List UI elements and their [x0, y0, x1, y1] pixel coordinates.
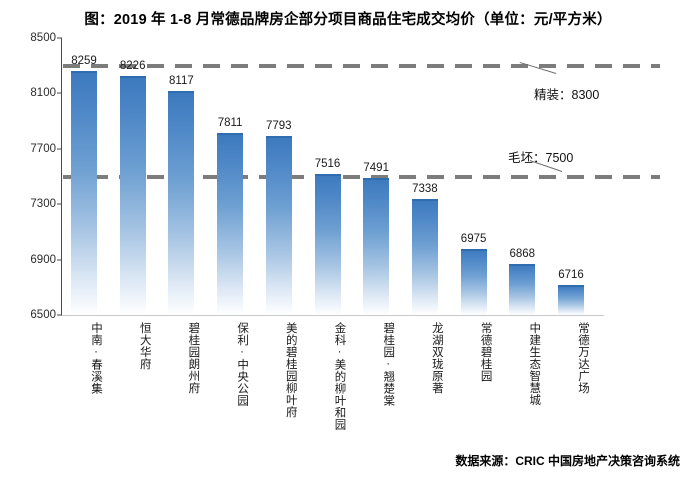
bar[interactable]: 7811: [217, 117, 244, 315]
bar-cap: [217, 133, 244, 136]
y-axis-tick-label: 8100: [30, 87, 56, 100]
bar-value-label: 8259: [71, 55, 97, 68]
bar-cap: [558, 285, 584, 288]
bar-value-label: 8226: [119, 59, 146, 72]
bar-cap: [71, 71, 97, 74]
bar-cap: [509, 264, 536, 267]
reference-line-毛坯: [63, 174, 660, 179]
y-axis-tick-mark: [57, 92, 62, 94]
bar-value-label: 7793: [266, 119, 292, 132]
bar-value-label: 7811: [217, 117, 243, 130]
x-axis-category-label: 恒大华府: [138, 322, 151, 370]
bar-value-label: 7338: [412, 182, 438, 195]
y-axis-line: [61, 38, 62, 316]
bar-cap: [411, 198, 438, 201]
y-axis-tick-mark: [57, 148, 62, 150]
bar[interactable]: 7793: [265, 120, 292, 315]
y-axis-tick-mark: [57, 203, 62, 205]
bar-cap: [363, 177, 390, 180]
source-note: 数据来源：CRIC 中国房地产决策咨询系统: [455, 454, 680, 468]
bar[interactable]: 8226: [119, 60, 146, 315]
x-axis-line: [61, 315, 604, 316]
x-axis-category-label: 保利·中央公园: [236, 322, 249, 407]
x-axis-category-label: 中建生态智慧城: [528, 322, 541, 406]
bar-value-label: 6716: [558, 269, 584, 282]
x-axis-category-label: 美的碧桂园柳叶府: [284, 322, 297, 418]
bar-value-label: 8117: [169, 75, 194, 88]
x-axis-category-label: 碧桂园·翘楚棠: [382, 322, 395, 407]
y-axis-tick-mark: [57, 259, 62, 261]
y-axis-tick-mark: [57, 314, 62, 316]
y-axis-tick-label: 6900: [30, 253, 56, 266]
bar-cap: [460, 249, 487, 252]
x-axis-category-label: 金科·美的柳叶和园: [333, 322, 346, 431]
bar[interactable]: 8259: [71, 55, 97, 315]
bar-cap: [265, 135, 292, 138]
bar[interactable]: 7516: [314, 158, 341, 315]
x-axis-category-label: 常德碧桂园: [479, 322, 492, 382]
y-axis-tick-label: 6500: [30, 309, 56, 321]
bar[interactable]: 7338: [411, 183, 438, 315]
bar[interactable]: 6975: [460, 233, 487, 315]
bar-value-label: 6868: [509, 248, 536, 261]
page-title: 图：2019 年 1-8 月常德品牌房企部分项目商品住宅成交均价（单位：元/平方…: [84, 12, 612, 28]
x-axis-category-label: 常德万达广场: [577, 322, 589, 394]
y-axis-tick-label: 8500: [30, 32, 56, 44]
plot-area: 8500 8100 7700 7300 6900 6500 8259 8226 8117 781…: [30, 32, 660, 321]
x-axis-category-label: 中南·春溪集: [90, 322, 102, 395]
bar-value-label: 7516: [314, 158, 341, 171]
bar-value-label: 7491: [363, 161, 389, 174]
bar[interactable]: 6868: [509, 248, 536, 315]
bar-cap: [314, 174, 341, 177]
x-axis-category-label: 碧桂园朗州府: [187, 322, 200, 394]
reference-annotation-精装: 精装：8300: [534, 88, 600, 102]
bar-value-label: 6975: [460, 233, 487, 246]
bar[interactable]: 7491: [363, 162, 390, 315]
y-axis-tick-label: 7700: [30, 142, 56, 155]
x-axis-category-label: 龙湖双珑原著: [430, 322, 443, 394]
bar-cap: [168, 91, 195, 94]
bar-cap: [119, 75, 146, 78]
reference-annotation-毛坯: 毛坯：7500: [508, 151, 574, 165]
y-axis-tick-label: 7300: [30, 198, 56, 211]
y-axis-tick-mark: [57, 37, 62, 39]
bar[interactable]: 6716: [558, 269, 584, 315]
reference-line-精装: [63, 63, 660, 68]
bar[interactable]: 8117: [168, 75, 195, 315]
